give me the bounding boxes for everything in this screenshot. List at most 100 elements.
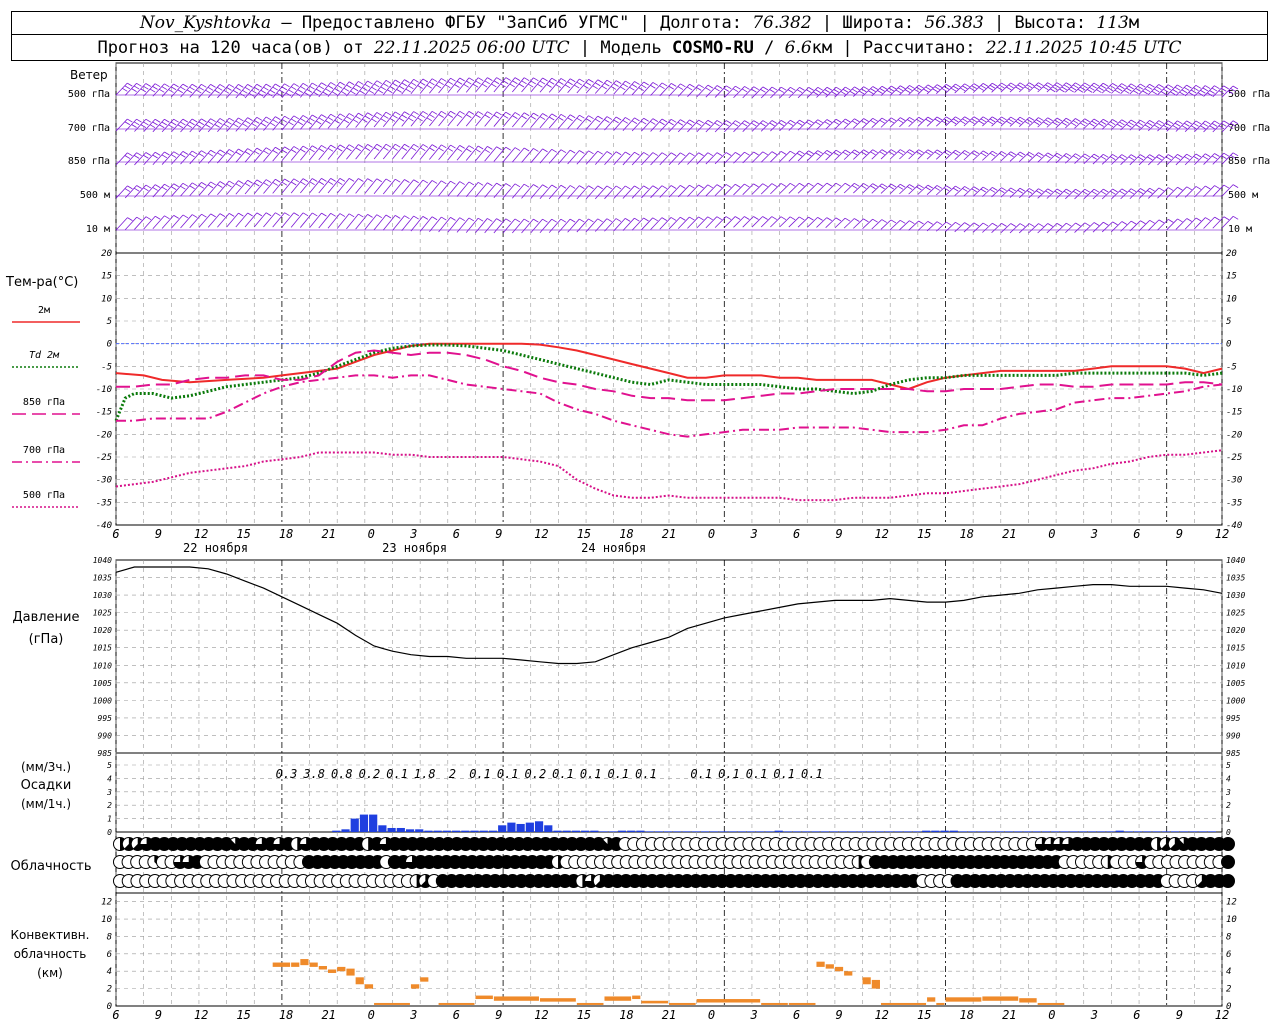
wind-barb-feather bbox=[364, 115, 371, 120]
wind-barb bbox=[1018, 152, 1030, 162]
wind-barb-feather bbox=[1130, 188, 1137, 193]
wind-barb bbox=[853, 218, 864, 229]
wind-barb bbox=[355, 178, 368, 194]
wind-barb-feather bbox=[771, 183, 778, 187]
wind-barb bbox=[889, 183, 901, 194]
wind-barb-feather bbox=[735, 85, 741, 90]
wind-barb-feather bbox=[214, 124, 220, 128]
wind-barb-feather bbox=[401, 114, 408, 119]
wind-barb-feather bbox=[615, 185, 622, 190]
wind-barb bbox=[438, 217, 451, 233]
wind-barb bbox=[272, 212, 285, 228]
pressure-ytick-label-right: 1000 bbox=[1226, 696, 1245, 705]
wind-barb-feather bbox=[293, 146, 299, 150]
wind-barb-feather bbox=[622, 83, 628, 88]
wind-barb-feather bbox=[881, 149, 888, 153]
wind-barb-feather bbox=[1047, 188, 1053, 193]
wind-barb-feather bbox=[925, 86, 931, 91]
temp-series-t500 bbox=[115, 449, 1223, 502]
precip-3h-total: 0.1 bbox=[801, 767, 823, 781]
wind-barb-feather bbox=[1126, 124, 1132, 128]
wind-barb-feather bbox=[235, 183, 242, 188]
time-tick-label-bottom: 21 bbox=[1002, 1008, 1016, 1022]
wind-barb-feather bbox=[309, 148, 315, 153]
precip-bar bbox=[793, 831, 802, 832]
wind-barb-feather bbox=[152, 154, 158, 159]
wind-barb-feather bbox=[854, 182, 860, 187]
wind-barb-feather bbox=[1019, 223, 1026, 227]
precip-bar bbox=[710, 831, 719, 832]
wind-barb bbox=[687, 152, 699, 165]
wind-barb bbox=[604, 218, 617, 232]
wind-barb-feather bbox=[1214, 185, 1220, 189]
wind-barb-feather bbox=[441, 78, 447, 82]
wind-barb-feather bbox=[888, 151, 895, 156]
wind-barb bbox=[576, 115, 589, 130]
wind-barb bbox=[309, 114, 322, 130]
wind-barb bbox=[613, 218, 626, 232]
wind-barb-feather bbox=[475, 114, 481, 119]
wind-barb-feather bbox=[385, 214, 392, 219]
wind-barb bbox=[115, 217, 128, 231]
wind-barb-feather bbox=[263, 150, 269, 155]
wind-barb bbox=[714, 216, 727, 228]
wind-barb-feather bbox=[872, 117, 878, 122]
wind-barb-feather bbox=[358, 178, 364, 182]
precip-bar bbox=[1189, 831, 1198, 832]
wind-barb bbox=[613, 80, 626, 95]
wind-barb-feather bbox=[238, 117, 244, 122]
temp-ytick-label: -25 bbox=[96, 453, 112, 463]
wind-barb bbox=[843, 118, 855, 129]
time-tick-label-bottom: 9 bbox=[836, 1008, 843, 1022]
wind-barb bbox=[945, 185, 956, 196]
wind-barb bbox=[1157, 84, 1169, 96]
wind-barb-feather bbox=[189, 86, 195, 91]
wind-barb-feather bbox=[321, 82, 327, 87]
precip-3h-total: 0.2 bbox=[359, 767, 381, 781]
wind-barb-feather bbox=[1149, 83, 1155, 88]
wind-barb-feather bbox=[297, 89, 303, 93]
wind-barb-feather bbox=[321, 212, 327, 217]
time-tick-label: 6 bbox=[1133, 527, 1140, 541]
wind-barb-feather bbox=[523, 183, 530, 188]
wind-barb-feather bbox=[1015, 120, 1021, 125]
wind-barb-feather bbox=[982, 150, 989, 155]
wind-barb-feather bbox=[1121, 83, 1127, 87]
wind-barb-feather bbox=[244, 120, 251, 125]
wind-barb-feather bbox=[588, 115, 594, 120]
wind-barb-feather bbox=[1073, 190, 1079, 195]
wind-barb bbox=[1000, 151, 1012, 162]
wind-barb bbox=[880, 219, 892, 230]
wind-barb-feather bbox=[122, 88, 128, 92]
wind-barb-feather bbox=[302, 115, 309, 119]
wind-barb-feather bbox=[1056, 188, 1063, 193]
wind-barb-feather bbox=[1001, 223, 1007, 227]
wind-barb-feather bbox=[380, 118, 386, 123]
wind-barb-feather bbox=[861, 151, 867, 156]
wind-barb-feather bbox=[217, 121, 223, 125]
wind-barb-feather bbox=[238, 148, 244, 153]
time-tick-label: 15 bbox=[917, 527, 931, 541]
wind-barb-feather bbox=[567, 117, 573, 122]
wind-barb-feather bbox=[219, 181, 226, 185]
wind-barb bbox=[668, 83, 681, 97]
wind-barb-feather bbox=[845, 86, 851, 91]
wind-barb bbox=[161, 215, 175, 229]
wind-barb-feather bbox=[799, 182, 805, 187]
wind-barb bbox=[668, 185, 681, 198]
resolution-value: 6.6 bbox=[784, 38, 812, 58]
wind-barb bbox=[585, 115, 599, 130]
wind-barb-feather bbox=[481, 83, 488, 88]
conv-cloud-bar bbox=[300, 959, 309, 966]
wind-barb bbox=[751, 183, 763, 195]
wind-barb bbox=[290, 115, 304, 131]
pressure-ytick-label-right: 985 bbox=[1226, 749, 1241, 758]
wind-barb-feather bbox=[842, 151, 849, 156]
wind-barb-feather bbox=[652, 185, 658, 190]
wind-barb bbox=[1092, 118, 1104, 130]
wind-barb-feather bbox=[551, 113, 557, 118]
wind-barb bbox=[465, 111, 479, 127]
wind-barb-feather bbox=[502, 80, 509, 85]
wind-barb bbox=[1000, 116, 1011, 127]
pressure-ytick-label-right: 1030 bbox=[1226, 591, 1245, 600]
